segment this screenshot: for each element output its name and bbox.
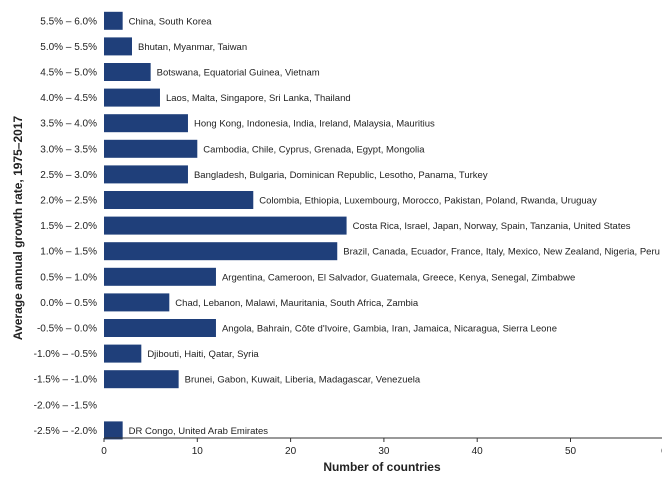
- bar-label: Chad, Lebanon, Malawi, Mauritania, South…: [175, 298, 419, 309]
- category-label: 4.5% – 5.0%: [40, 68, 97, 79]
- bar: [104, 216, 347, 235]
- bar-label: Djibouti, Haiti, Qatar, Syria: [147, 349, 259, 360]
- bar-label: China, South Korea: [129, 16, 213, 27]
- category-label: 3.5% – 4.0%: [40, 119, 97, 130]
- bar: [104, 242, 338, 261]
- category-label: 2.0% – 2.5%: [40, 196, 97, 207]
- x-tick-label: 50: [565, 446, 577, 457]
- bar-label: Laos, Malta, Singapore, Sri Lanka, Thail…: [166, 93, 351, 104]
- bar: [104, 191, 254, 209]
- category-label: -2.0% – -1.5%: [34, 400, 97, 411]
- bar: [104, 421, 123, 440]
- category-label: 1.0% – 1.5%: [40, 247, 97, 258]
- category-label: -1.0% – -0.5%: [34, 349, 97, 360]
- category-label: -0.5% – 0.0%: [37, 324, 97, 335]
- x-tick-label: 10: [192, 446, 204, 457]
- x-tick-label: 30: [378, 446, 390, 457]
- bar-label: Colombia, Ethiopia, Luxembourg, Morocco,…: [259, 196, 597, 207]
- category-label: -2.5% – -2.0%: [34, 426, 97, 437]
- category-label: 0.0% – 0.5%: [40, 298, 97, 309]
- bar-label: Brunei, Gabon, Kuwait, Liberia, Madagasc…: [185, 375, 421, 386]
- bar: [104, 293, 170, 312]
- x-axis: 010203040506: [101, 437, 662, 457]
- category-label: 4.0% – 4.5%: [40, 93, 97, 104]
- category-label: 0.5% – 1.0%: [40, 272, 97, 283]
- bar: [104, 319, 216, 337]
- bar-label: Brazil, Canada, Ecuador, France, Italy, …: [343, 247, 660, 258]
- category-label: 5.5% – 6.0%: [40, 16, 97, 27]
- bar: [104, 139, 198, 158]
- bar: [104, 267, 216, 286]
- bar: [104, 88, 160, 107]
- x-tick-label: 0: [101, 446, 107, 457]
- category-labels: 5.5% – 6.0% 5.0% – 5.5% 4.5% – 5.0% 4.0% – …: [34, 16, 97, 437]
- x-tick-label: 20: [285, 446, 297, 457]
- y-axis-title: Average annual growth rate, 1975–2017: [11, 116, 25, 341]
- bar-label: Cambodia, Chile, Cyprus, Grenada, Egypt,…: [203, 144, 425, 155]
- bars-layer: China, South Korea Bhutan, Myanmar, Taiwa…: [104, 11, 660, 440]
- category-label: 2.5% – 3.0%: [40, 170, 97, 181]
- bar-label: DR Congo, United Arab Emirates: [129, 426, 269, 437]
- x-axis-title: Number of countries: [323, 460, 441, 474]
- bar-label: Hong Kong, Indonesia, India, Ireland, Ma…: [194, 119, 435, 130]
- bar-label: Costa Rica, Israel, Japan, Norway, Spain…: [353, 221, 631, 232]
- bar-label: Angola, Bahrain, Côte d'Ivoire, Gambia, …: [222, 324, 557, 335]
- bar-label: Bhutan, Myanmar, Taiwan: [138, 42, 247, 53]
- category-label: 3.0% – 3.5%: [40, 144, 97, 155]
- x-tick-label: 40: [472, 446, 484, 457]
- bar: [104, 63, 151, 81]
- bar: [104, 344, 142, 363]
- bar: [104, 11, 123, 30]
- bar: [104, 370, 179, 389]
- bar-label: Botswana, Equatorial Guinea, Vietnam: [157, 68, 320, 79]
- category-label: 5.0% – 5.5%: [40, 42, 97, 53]
- bar: [104, 165, 188, 184]
- category-label: 1.5% – 2.0%: [40, 221, 97, 232]
- bar-label: Argentina, Cameroon, El Salvador, Guatem…: [222, 272, 575, 283]
- category-label: -1.5% – -1.0%: [34, 375, 97, 386]
- bar: [104, 37, 132, 56]
- bar-label: Bangladesh, Bulgaria, Dominican Republic…: [194, 170, 488, 181]
- bar: [104, 114, 188, 133]
